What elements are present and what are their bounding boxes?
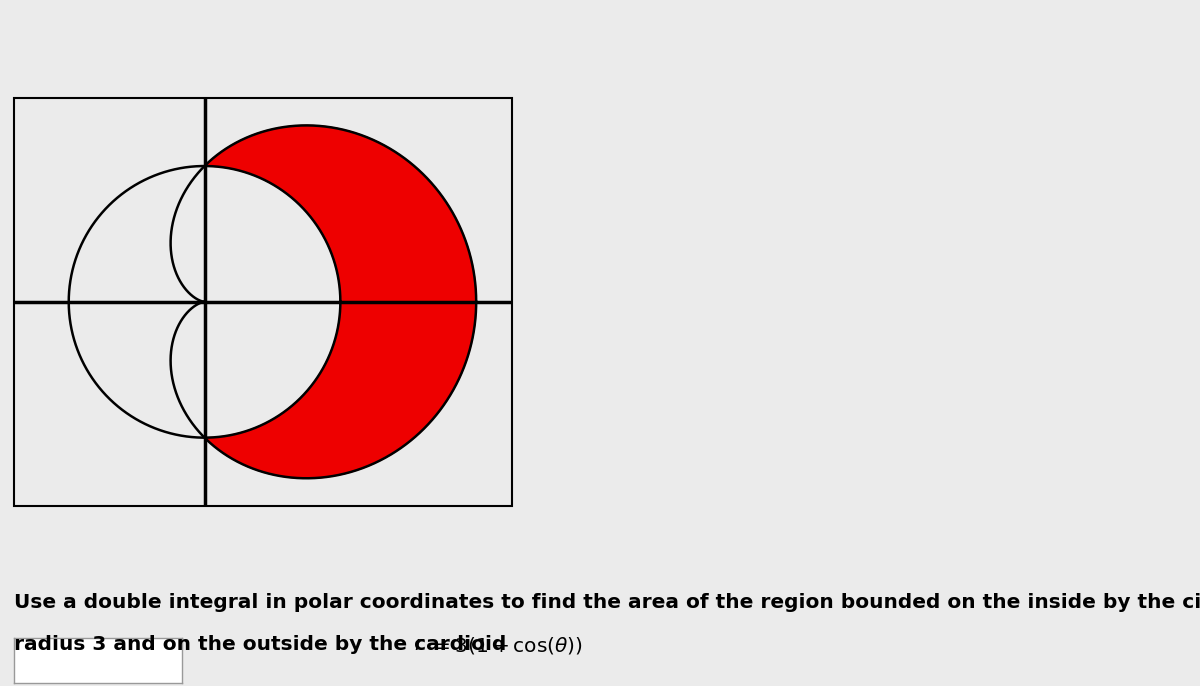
- Text: $\mathit{r}$: $\mathit{r}$: [414, 635, 425, 654]
- Text: radius 3 and on the outside by the cardioid: radius 3 and on the outside by the cardi…: [14, 635, 514, 654]
- Text: $= 3(1 + \cos(\theta))$: $= 3(1 + \cos(\theta))$: [430, 635, 582, 656]
- Text: Use a double integral in polar coordinates to find the area of the region bounde: Use a double integral in polar coordinat…: [14, 593, 1200, 613]
- Polygon shape: [204, 126, 476, 478]
